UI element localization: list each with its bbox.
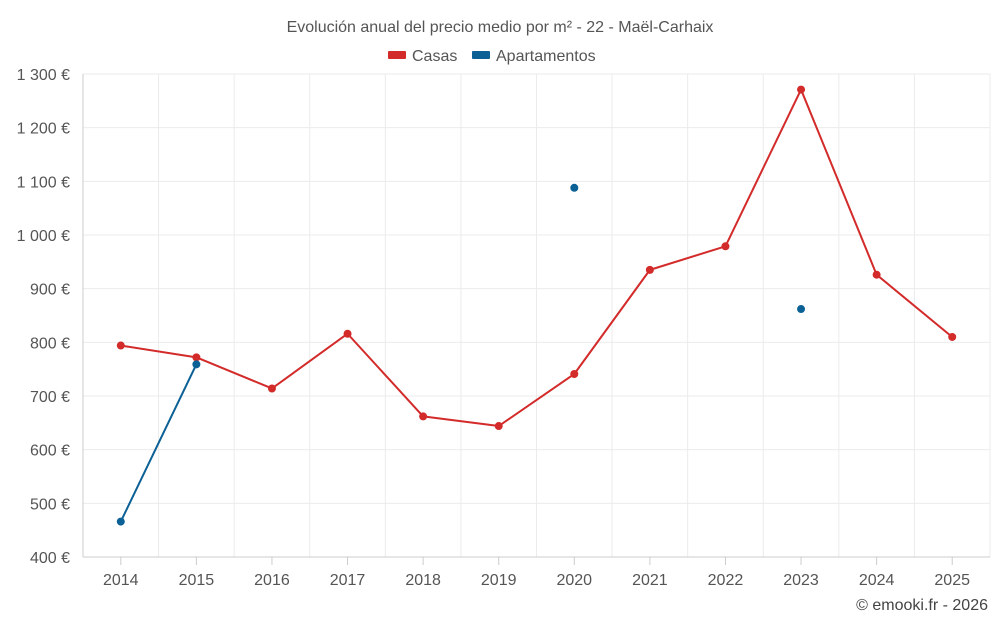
data-point	[570, 183, 579, 192]
y-tick-label: 800 €	[30, 335, 70, 352]
series-line-segment	[498, 373, 575, 427]
data-point	[948, 332, 957, 341]
series-line-segment	[724, 89, 802, 247]
chart-legend: Casas Apartamentos	[388, 48, 596, 65]
legend-swatch	[388, 51, 406, 59]
data-point	[645, 265, 654, 274]
axes: 400 € 500 € 600 € 700 € 800 € 900 € 1 000 € 1 1…	[17, 67, 990, 589]
y-tick-label: 1 100 €	[17, 174, 70, 191]
chart-credit: © emooki.fr - 2026	[856, 597, 988, 614]
x-tick-label: 2024	[859, 572, 895, 589]
x-tick-label: 2020	[556, 572, 592, 589]
series-layer	[116, 85, 957, 526]
data-point	[494, 422, 503, 431]
data-point	[267, 384, 276, 393]
y-tick-label: 700 €	[30, 389, 70, 406]
series-line-segment	[195, 356, 273, 390]
chart-title: Evolución anual del precio medio por m² …	[287, 19, 714, 36]
y-tick-label: 1 200 €	[17, 121, 70, 138]
data-point	[192, 353, 201, 362]
data-point	[797, 305, 806, 314]
series-line-segment	[875, 273, 953, 338]
y-tick-label: 1 000 €	[17, 228, 70, 245]
data-point	[116, 517, 125, 526]
x-tick-label: 2016	[254, 572, 290, 589]
data-point	[721, 242, 730, 251]
series-line-segment	[346, 333, 424, 418]
legend-label: Casas	[412, 48, 457, 65]
x-tick-label: 2023	[783, 572, 819, 589]
data-point	[797, 85, 806, 94]
y-tick-label: 600 €	[30, 443, 70, 460]
series-line-segment	[573, 269, 651, 375]
series-line-segment	[649, 245, 726, 271]
x-tick-label: 2021	[632, 572, 668, 589]
y-tick-label: 400 €	[30, 550, 70, 567]
data-point	[343, 329, 352, 338]
data-point	[419, 412, 428, 421]
x-tick-label: 2018	[405, 572, 441, 589]
data-point	[872, 270, 881, 279]
x-tick-label: 2022	[708, 572, 744, 589]
x-tick-label: 2014	[103, 572, 139, 589]
data-point	[192, 360, 201, 369]
series-line-segment	[271, 332, 349, 390]
data-point	[116, 341, 125, 350]
series-line-segment	[120, 344, 197, 359]
x-tick-label: 2019	[481, 572, 517, 589]
series-line-segment	[119, 363, 198, 523]
y-tick-label: 900 €	[30, 282, 70, 299]
series-line-segment	[800, 89, 878, 276]
series-casas	[116, 85, 957, 431]
y-tick-label: 1 300 €	[17, 67, 70, 84]
x-tick-label: 2025	[934, 572, 970, 589]
x-tick-label: 2015	[179, 572, 215, 589]
x-tick-label: 2017	[330, 572, 366, 589]
data-point	[570, 369, 579, 378]
legend-swatch	[472, 51, 490, 59]
y-tick-label: 500 €	[30, 496, 70, 513]
series-line-segment	[422, 415, 499, 428]
series-apartamentos	[116, 183, 806, 526]
grid-lines	[83, 73, 991, 557]
legend-label: Apartamentos	[496, 48, 596, 65]
